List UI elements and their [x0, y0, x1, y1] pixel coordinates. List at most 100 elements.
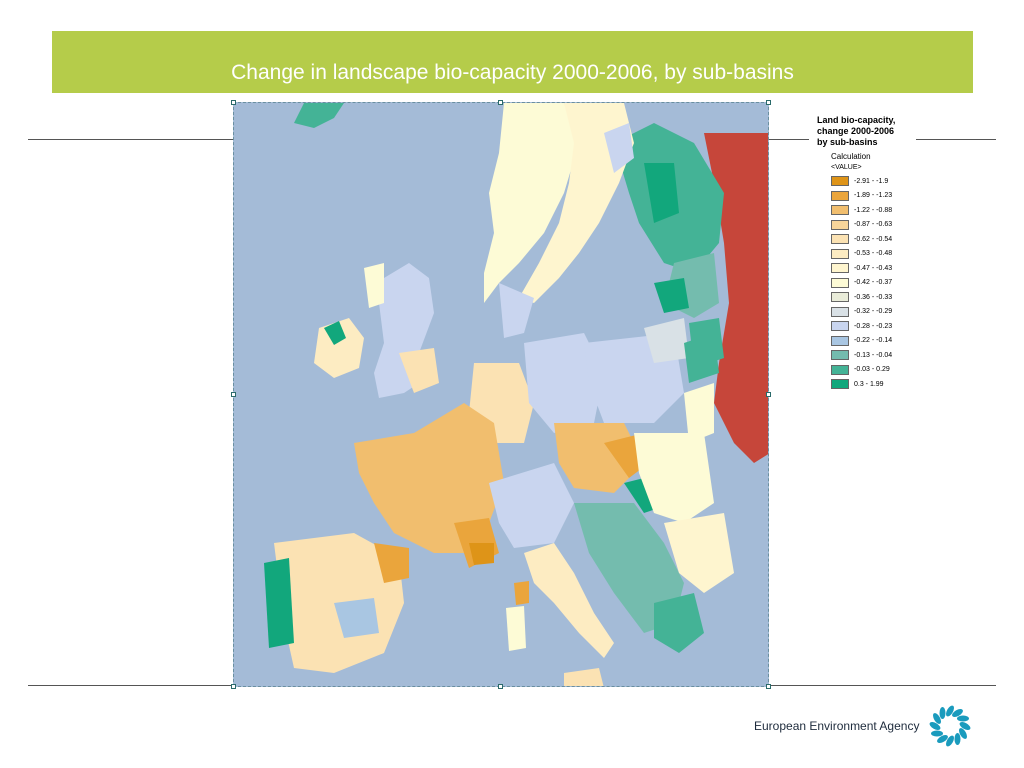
legend-item-label: -0.62 - -0.54: [854, 235, 893, 243]
legend-item-label: -0.28 - -0.23: [854, 322, 893, 330]
legend-swatch: [831, 248, 849, 259]
legend-swatch: [831, 234, 849, 245]
legend-swatch: [831, 176, 849, 187]
legend-title: Land bio-capacity, change 2000-2006 by s…: [817, 115, 927, 148]
legend-item-label: -0.47 - -0.43: [854, 264, 893, 272]
divider-top-right: [916, 139, 996, 140]
region-hungary-romania: [634, 433, 714, 523]
legend-item-label: -0.32 - -0.29: [854, 308, 893, 316]
legend-title-line: Land bio-capacity,: [817, 115, 896, 125]
region-corsica: [514, 581, 529, 605]
legend-item: -0.03 - 0.29: [831, 363, 927, 378]
region-ireland: [314, 318, 364, 378]
legend-item-label: -0.42 - -0.37: [854, 279, 893, 287]
legend-calculation-label: Calculation: [831, 152, 871, 161]
legend-swatch: [831, 306, 849, 317]
legend-item: -0.62 - -0.54: [831, 232, 927, 247]
region-italy: [524, 543, 614, 658]
region-spain-north: [374, 543, 409, 583]
legend-item: -0.28 - -0.23: [831, 319, 927, 334]
legend-item-label: -0.13 - -0.04: [854, 351, 893, 359]
region-rhone: [469, 543, 494, 565]
map-frame-handle[interactable]: [498, 684, 503, 689]
region-portugal: [264, 558, 294, 648]
title-bar: Change in landscape bio-capacity 2000-20…: [52, 31, 973, 93]
slide-title: Change in landscape bio-capacity 2000-20…: [231, 61, 794, 84]
region-ireland-north: [324, 321, 346, 345]
legend-swatch: [831, 379, 849, 390]
map-frame-handle[interactable]: [766, 100, 771, 105]
legend-value-label: <VALUE>: [831, 164, 862, 171]
legend-item: -0.53 - -0.48: [831, 247, 927, 262]
legend-swatch: [831, 205, 849, 216]
divider-top-mid: [769, 139, 809, 140]
legend-item: -0.42 - -0.37: [831, 276, 927, 291]
legend-swatch: [831, 335, 849, 346]
map-frame-handle[interactable]: [231, 684, 236, 689]
legend-item: -0.36 - -0.33: [831, 290, 927, 305]
legend-swatch: [831, 277, 849, 288]
legend-item: -0.13 - -0.04: [831, 348, 927, 363]
map-frame-handle[interactable]: [231, 100, 236, 105]
divider-bottom-left: [28, 685, 233, 686]
divider-bottom-right: [769, 685, 996, 686]
region-denmark: [499, 283, 534, 338]
legend-item: -0.32 - -0.29: [831, 305, 927, 320]
legend-item-label: -0.03 - 0.29: [854, 366, 890, 374]
region-scotland: [364, 263, 384, 308]
legend-swatch: [831, 190, 849, 201]
region-spain-central: [334, 598, 379, 638]
legend-swatch: [831, 219, 849, 230]
region-england-south: [399, 348, 439, 393]
legend-title-line: change 2000-2006: [817, 126, 895, 136]
map-frame-handle[interactable]: [231, 392, 236, 397]
region-estonia: [654, 278, 689, 313]
map-legend: Land bio-capacity, change 2000-2006 by s…: [817, 115, 927, 392]
region-sweden: [519, 103, 634, 303]
region-greece: [654, 593, 704, 653]
region-alps: [489, 463, 574, 548]
legend-item-label: -0.53 - -0.48: [854, 250, 893, 258]
legend-title-line: by sub-basins: [817, 137, 878, 147]
legend-item-label: -0.22 - -0.14: [854, 337, 893, 345]
legend-swatch: [831, 263, 849, 274]
legend-item: -0.22 - -0.14: [831, 334, 927, 349]
legend-item-label: -1.89 - -1.23: [854, 192, 893, 200]
agency-name: European Environment Agency: [754, 719, 920, 733]
region-norway: [484, 103, 579, 303]
map-frame-handle[interactable]: [766, 392, 771, 397]
legend-item-label: 0.3 - 1.99: [854, 380, 884, 388]
footer-logo: European Environment Agency: [754, 703, 973, 749]
legend-swatch: [831, 292, 849, 303]
legend-item: -1.89 - -1.23: [831, 189, 927, 204]
region-germany: [524, 333, 604, 433]
legend-item-label: -0.87 - -0.63: [854, 221, 893, 229]
map-frame: [233, 102, 769, 687]
map-frame-handle[interactable]: [766, 684, 771, 689]
legend-swatch: [831, 321, 849, 332]
legend-swatch: [831, 350, 849, 361]
legend-swatch: [831, 364, 849, 375]
legend-item: -2.91 - -1.9: [831, 174, 927, 189]
legend-item-label: -2.91 - -1.9: [854, 177, 889, 185]
region-finland-east: [644, 163, 679, 223]
legend-item: -1.22 - -0.88: [831, 203, 927, 218]
region-sweden-north: [604, 123, 634, 173]
region-bulgaria: [664, 513, 734, 593]
map-frame-handle[interactable]: [498, 100, 503, 105]
legend-item-label: -0.36 - -0.33: [854, 293, 893, 301]
legend-item-label: -1.22 - -0.88: [854, 206, 893, 214]
region-sardinia: [506, 606, 526, 651]
region-lithuania: [644, 318, 689, 363]
legend-items: -2.91 - -1.9 -1.89 - -1.23 -1.22 - -0.88 -0…: [831, 174, 927, 392]
region-sicily: [564, 668, 604, 686]
divider-top-left: [28, 139, 233, 140]
legend-item: -0.47 - -0.43: [831, 261, 927, 276]
legend-item: -0.87 - -0.63: [831, 218, 927, 233]
region-france: [354, 403, 504, 553]
region-ukraine-west: [684, 383, 714, 443]
region-iceland: [294, 103, 344, 128]
legend-item: 0.3 - 1.99: [831, 377, 927, 392]
eea-sun-icon: [930, 705, 971, 747]
region-belarus: [684, 333, 719, 383]
